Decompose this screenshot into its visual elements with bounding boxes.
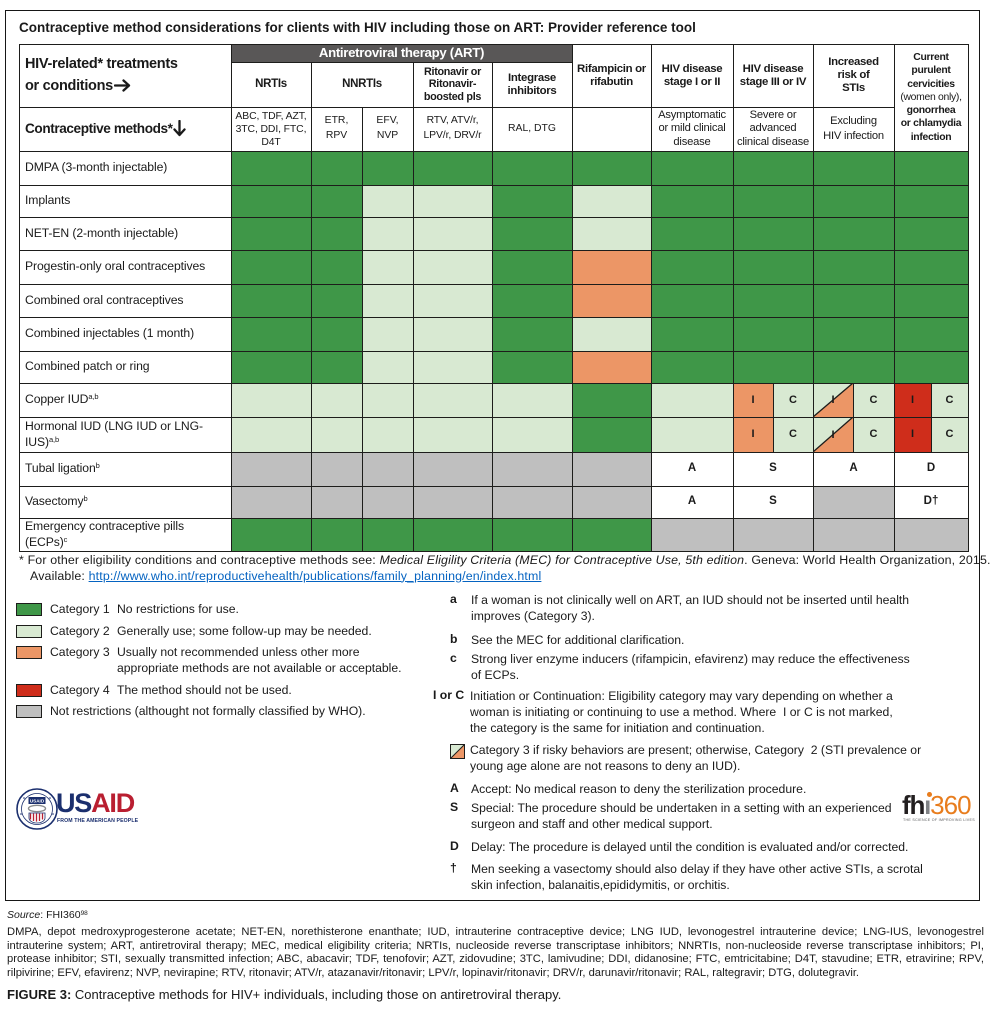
svg-text:USAID: USAID	[30, 799, 45, 804]
